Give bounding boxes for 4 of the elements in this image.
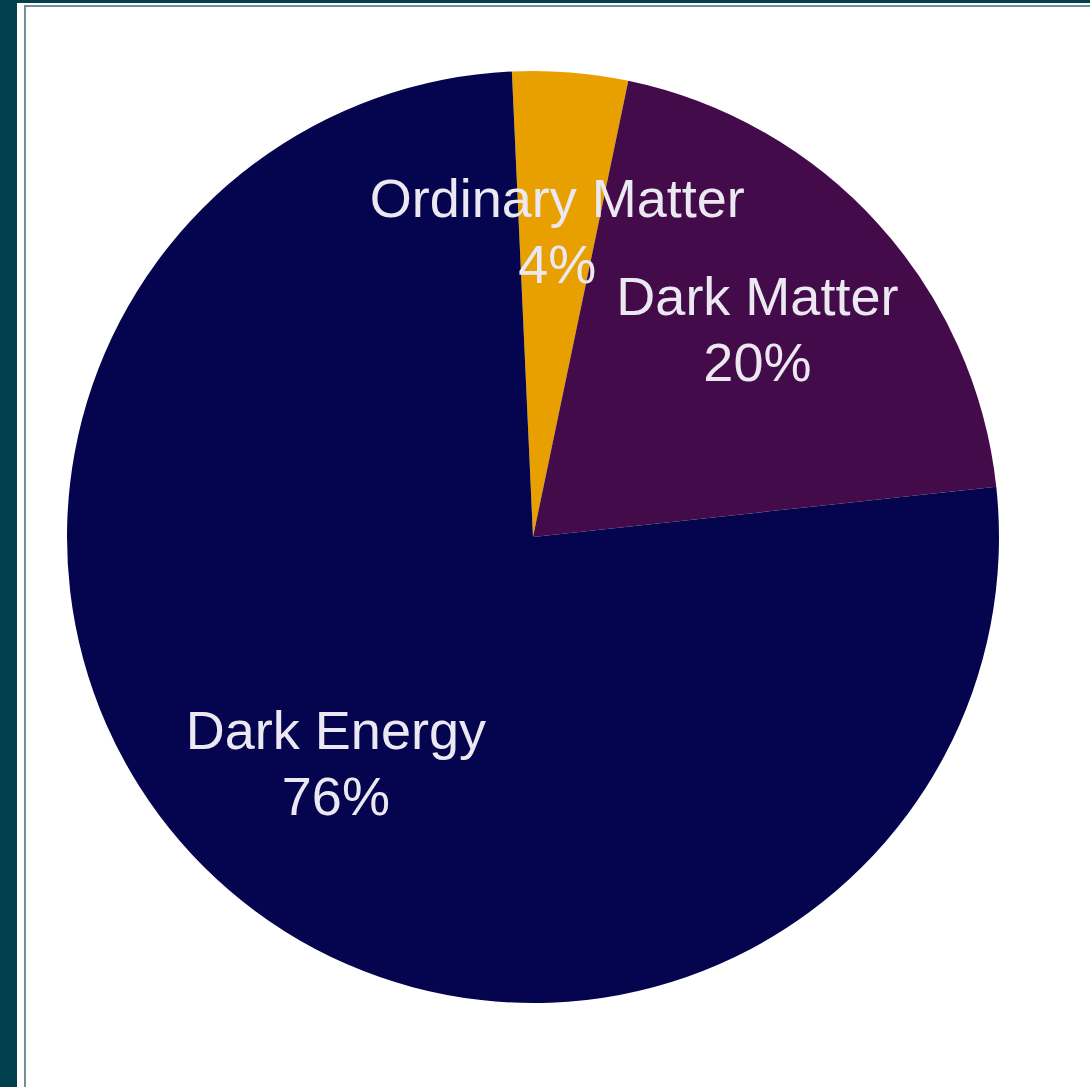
slice-label: Dark Energy <box>185 699 486 760</box>
data-label: 20% <box>703 332 812 393</box>
slice-label: Dark Matter <box>616 266 899 327</box>
data-label: 76% <box>281 765 390 826</box>
